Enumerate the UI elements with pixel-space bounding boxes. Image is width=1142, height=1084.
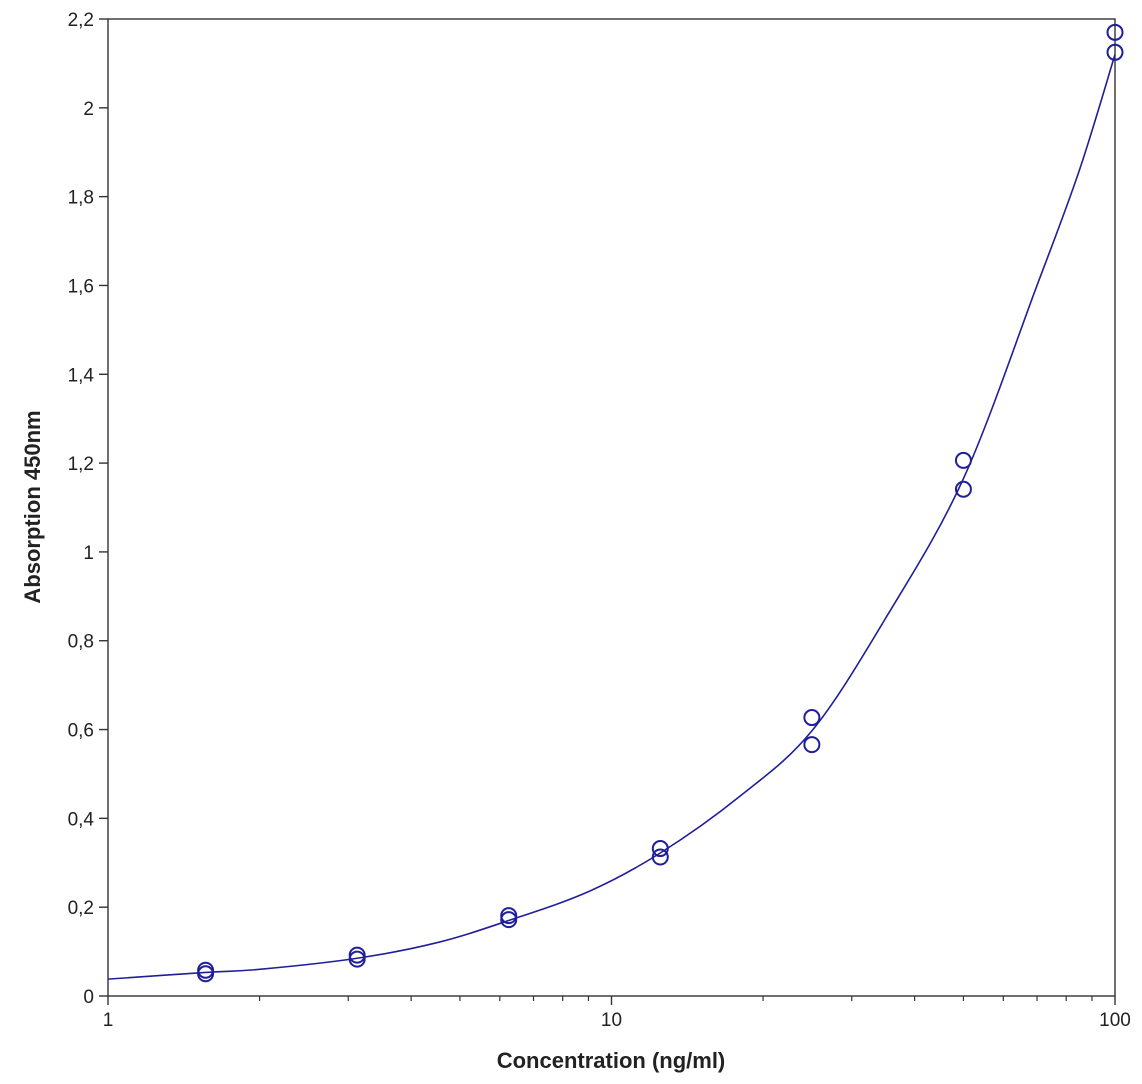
y-tick-label-1: 0,2 <box>68 898 94 919</box>
data-point-1 <box>197 965 215 983</box>
y-tick-label-8: 1,6 <box>68 276 94 297</box>
fit-curve-layer <box>107 54 1116 980</box>
plot-frame <box>107 18 1116 997</box>
x-tick-label-1: 10 <box>601 1010 622 1031</box>
data-point-5 <box>500 911 518 929</box>
x-tick-label-0: 1 <box>103 1010 114 1031</box>
data-point-12 <box>1106 23 1124 41</box>
y-tick-label-4: 0,8 <box>68 632 94 653</box>
x-axis-title: Concentration (ng/ml) <box>497 1048 726 1073</box>
data-points-layer <box>197 23 1124 983</box>
fit-curve-line <box>107 54 1116 980</box>
data-point-9 <box>803 736 821 754</box>
data-point-7 <box>651 848 669 866</box>
x-tick-label-2: 100 <box>1099 1010 1131 1031</box>
data-point-0 <box>197 961 215 979</box>
y-tick-label-0: 0 <box>83 987 94 1008</box>
y-tick-label-10: 2 <box>83 99 94 120</box>
data-point-10 <box>954 451 972 469</box>
data-point-3 <box>348 950 366 968</box>
y-axis-ticks: 0 0,2 0,4 0,6 0,8 1 1,2 1,4 1,6 1,8 2 2,2 <box>68 10 108 1008</box>
y-tick-label-5: 1 <box>83 543 94 564</box>
y-tick-label-6: 1,2 <box>68 454 94 475</box>
data-point-13 <box>1106 43 1124 61</box>
y-tick-label-9: 1,8 <box>68 188 94 209</box>
y-tick-label-3: 0,6 <box>68 721 94 742</box>
y-axis-title: Absorption 450nm <box>20 410 45 603</box>
y-tick-label-7: 1,4 <box>68 365 95 386</box>
data-point-11 <box>954 480 972 498</box>
y-tick-label-2: 0,4 <box>68 809 95 830</box>
y-tick-label-11: 2,2 <box>68 10 94 31</box>
data-point-8 <box>803 709 821 727</box>
x-axis-ticks: 1 10 100 <box>103 996 1131 1031</box>
data-point-6 <box>651 840 669 858</box>
